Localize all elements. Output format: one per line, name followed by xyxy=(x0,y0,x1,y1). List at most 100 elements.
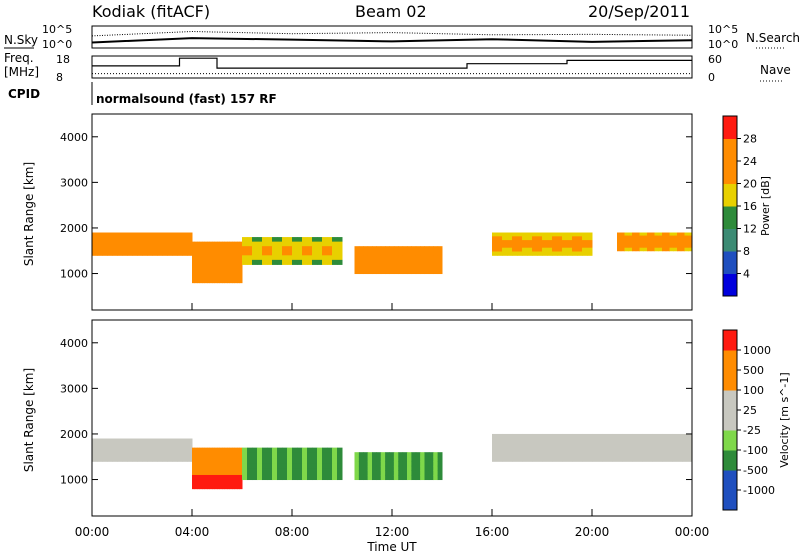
colorbar-tick-label: 100 xyxy=(743,384,764,397)
data-cell xyxy=(497,251,503,256)
data-cell xyxy=(117,240,123,245)
data-cell xyxy=(635,241,640,246)
data-cell xyxy=(202,461,205,469)
data-cell xyxy=(358,456,364,462)
data-cell xyxy=(224,248,228,256)
data-cell xyxy=(557,240,563,245)
data-cell xyxy=(337,463,343,470)
data-cell xyxy=(242,241,248,247)
data-cell xyxy=(122,457,128,462)
data-cell xyxy=(194,248,198,256)
data-cell xyxy=(522,243,528,249)
data-cell xyxy=(152,446,158,451)
data-cell xyxy=(617,235,622,240)
data-cell xyxy=(367,259,373,265)
data-cell xyxy=(152,243,158,249)
data-cell xyxy=(137,457,143,462)
data-cell xyxy=(424,470,430,476)
data-cell xyxy=(522,240,528,245)
data-cell xyxy=(232,454,235,462)
data-cell xyxy=(217,262,220,270)
data-cell xyxy=(547,247,553,253)
data-cell xyxy=(358,465,364,471)
data-cell xyxy=(182,442,188,447)
data-cell xyxy=(367,250,373,256)
data-cell xyxy=(557,251,563,256)
data-cell xyxy=(542,236,548,241)
data-cell xyxy=(92,449,98,455)
data-cell xyxy=(207,255,210,263)
data-cell xyxy=(492,452,503,458)
data-cell xyxy=(214,481,218,490)
data-cell xyxy=(602,456,613,462)
data-cell xyxy=(669,238,674,243)
data-cell xyxy=(437,264,443,270)
data-cell xyxy=(632,447,643,453)
data-cell xyxy=(224,474,228,483)
data-cell xyxy=(292,474,298,481)
nave-label: Nave xyxy=(760,63,791,77)
data-cell xyxy=(673,232,678,237)
data-cell xyxy=(415,456,421,462)
data-cell xyxy=(112,446,118,451)
data-cell xyxy=(622,433,633,440)
data-cell xyxy=(182,457,188,462)
power-colorbar-swatches xyxy=(723,116,737,297)
data-cell xyxy=(592,443,603,449)
power-ylabel: Slant Range [km] xyxy=(22,162,36,266)
data-cell xyxy=(428,259,434,265)
data-cell xyxy=(587,243,593,249)
nave-tick-top: 60 xyxy=(708,53,722,66)
data-cell xyxy=(197,275,200,284)
data-cell xyxy=(207,262,210,270)
data-cell xyxy=(688,235,693,240)
data-cell xyxy=(492,236,498,241)
data-cell xyxy=(354,264,360,270)
data-cell xyxy=(317,447,323,454)
data-cell xyxy=(332,241,338,247)
data-cell xyxy=(239,268,243,277)
data-cell xyxy=(142,446,148,451)
power-background xyxy=(92,114,692,310)
data-cell xyxy=(622,438,633,444)
colorbar-tick-label: 4 xyxy=(743,268,750,281)
data-cell xyxy=(212,454,215,462)
data-cell xyxy=(267,237,273,243)
data-cell xyxy=(512,456,523,462)
data-cell xyxy=(380,456,386,462)
data-cell xyxy=(237,275,240,284)
colorbar-tick-label: 25 xyxy=(743,404,757,417)
data-cell xyxy=(257,458,263,465)
data-cell xyxy=(312,246,318,252)
data-cell xyxy=(107,240,113,245)
data-cell xyxy=(117,236,123,241)
data-cell xyxy=(312,237,318,243)
data-cell xyxy=(257,468,263,475)
data-cell xyxy=(282,255,288,261)
y-tick-label: 1000 xyxy=(60,474,88,487)
data-cell xyxy=(122,236,128,241)
data-cell xyxy=(177,247,183,253)
data-cell xyxy=(177,446,183,451)
colorbar-tick-label: 20 xyxy=(743,178,757,191)
data-cell xyxy=(229,447,233,455)
data-cell xyxy=(204,241,208,249)
colorbar-tick-label: 24 xyxy=(743,155,757,168)
data-cell xyxy=(411,246,417,252)
data-cell xyxy=(112,453,118,459)
colorbar-tick-label: 28 xyxy=(743,133,757,146)
data-cell xyxy=(167,438,173,443)
data-cell xyxy=(647,235,652,240)
time-tick-label: 08:00 xyxy=(275,525,310,539)
data-cell xyxy=(197,262,200,270)
data-cell xyxy=(376,255,382,261)
data-cell xyxy=(654,238,659,243)
y-tick-label: 3000 xyxy=(60,382,88,395)
data-cell xyxy=(147,449,153,455)
data-cell xyxy=(132,449,138,455)
data-cell xyxy=(497,243,503,249)
data-cell xyxy=(152,236,158,241)
data-cell xyxy=(277,463,283,470)
data-cell xyxy=(532,240,538,245)
data-cell xyxy=(234,461,238,469)
